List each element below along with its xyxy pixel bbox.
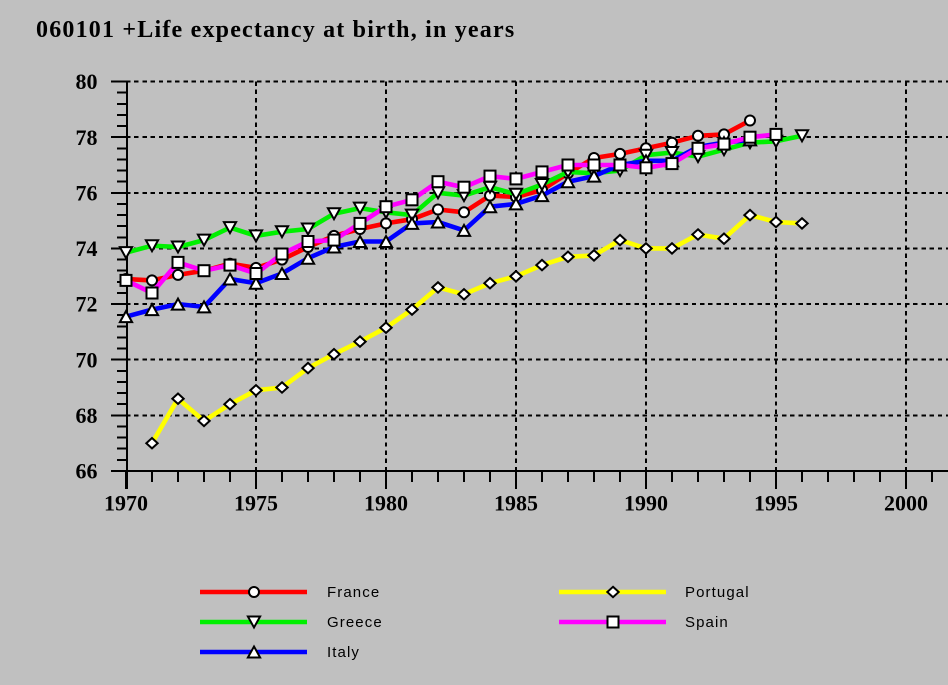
svg-text:1990: 1990	[624, 491, 668, 516]
svg-text:70: 70	[76, 347, 98, 372]
svg-text:72: 72	[76, 292, 98, 317]
svg-text:78: 78	[76, 125, 98, 150]
svg-text:Portugal: Portugal	[685, 584, 750, 601]
svg-text:76: 76	[76, 180, 98, 205]
svg-text:1975: 1975	[234, 491, 278, 516]
svg-text:1980: 1980	[364, 491, 408, 516]
svg-text:2000: 2000	[884, 491, 928, 516]
svg-text:Greece: Greece	[327, 614, 383, 631]
svg-text:1985: 1985	[494, 491, 538, 516]
svg-text:Italy: Italy	[327, 644, 360, 661]
svg-text:1995: 1995	[754, 491, 798, 516]
svg-text:66: 66	[76, 459, 98, 484]
svg-text:060101 +Life expectancy at bir: 060101 +Life expectancy at birth, in yea…	[36, 17, 515, 43]
svg-text:France: France	[327, 584, 380, 601]
svg-text:Spain: Spain	[685, 614, 729, 631]
svg-text:80: 80	[76, 69, 98, 94]
svg-text:74: 74	[76, 236, 98, 261]
svg-text:1970: 1970	[104, 491, 148, 516]
svg-text:68: 68	[76, 403, 98, 428]
